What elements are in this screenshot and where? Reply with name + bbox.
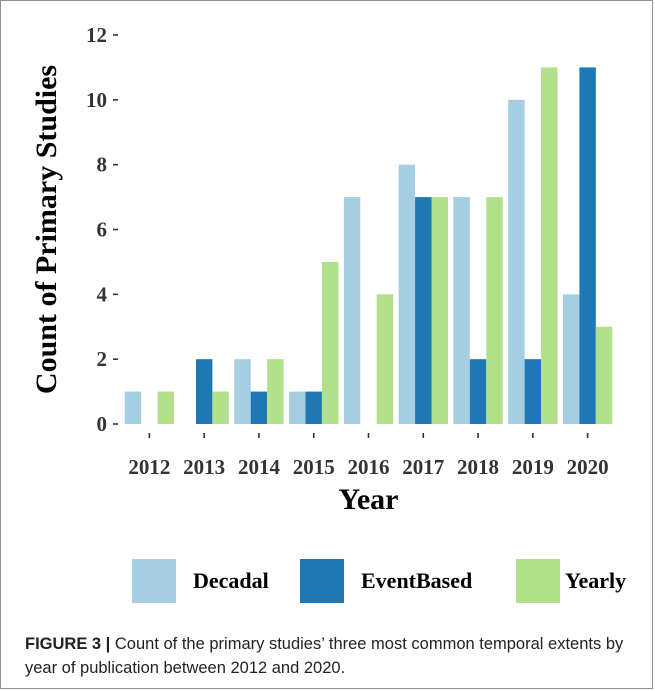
bar-decadal-2018 bbox=[453, 197, 470, 424]
x-tick-label: 2019 bbox=[512, 455, 554, 479]
y-tick-label: 10 bbox=[86, 88, 107, 112]
y-axis: 0 2 4 6 8 10 12 bbox=[86, 23, 118, 436]
bar-yearly-2014 bbox=[267, 359, 284, 424]
bar-decadal-2015 bbox=[289, 391, 306, 424]
y-axis-title: Count of Primary Studies bbox=[30, 65, 63, 394]
bar-eventbased-2017 bbox=[415, 197, 432, 424]
bar-eventbased-2020 bbox=[579, 67, 596, 425]
x-tick-label: 2018 bbox=[457, 455, 499, 479]
bar-eventbased-2019 bbox=[524, 359, 542, 424]
bar-decadal-2014 bbox=[234, 359, 251, 424]
x-tick-label: 2013 bbox=[183, 455, 225, 479]
figure-caption-text: Count of the primary studies’ three most… bbox=[25, 635, 624, 677]
x-tick-label: 2012 bbox=[128, 455, 170, 479]
bar-yearly-2019 bbox=[541, 67, 558, 425]
figure-label: FIGURE 3 | bbox=[25, 635, 111, 653]
bar-decadal-2012 bbox=[124, 391, 142, 424]
legend-key-yearly bbox=[516, 559, 560, 603]
x-tick-label: 2017 bbox=[402, 455, 444, 479]
x-tick-label: 2015 bbox=[293, 455, 335, 479]
bar-eventbased-2018 bbox=[469, 359, 487, 424]
bar-yearly-2016 bbox=[376, 294, 394, 424]
y-tick-label: 0 bbox=[97, 412, 108, 436]
legend-key-eventbased bbox=[300, 559, 344, 603]
legend-label-yearly: Yearly bbox=[565, 568, 626, 593]
x-axis: 2012 2013 2014 2015 2016 2017 2018 2019 2020 bbox=[128, 433, 609, 479]
bar-decadal-2016 bbox=[343, 197, 361, 424]
bar-decadal-2019 bbox=[508, 99, 525, 424]
figure-caption: FIGURE 3 | Count of the primary studies’… bbox=[25, 632, 635, 680]
x-tick-label: 2016 bbox=[348, 455, 390, 479]
y-tick-label: 8 bbox=[97, 153, 108, 177]
x-tick-label: 2020 bbox=[567, 455, 609, 479]
legend-label-decadal: Decadal bbox=[193, 568, 269, 593]
bar-decadal-2017 bbox=[398, 164, 416, 424]
legend-key-decadal bbox=[132, 559, 176, 603]
bar-yearly-2020 bbox=[595, 326, 613, 424]
bar-eventbased-2015 bbox=[305, 391, 322, 424]
legend-label-eventbased: EventBased bbox=[361, 568, 472, 593]
y-tick-label: 6 bbox=[97, 218, 108, 242]
y-tick-label: 4 bbox=[97, 282, 108, 306]
y-tick-label: 2 bbox=[97, 347, 108, 371]
x-axis-title: Year bbox=[339, 483, 399, 516]
bar-yearly-2012 bbox=[157, 391, 175, 424]
y-tick-label: 12 bbox=[86, 23, 107, 47]
bar-series-group bbox=[124, 67, 613, 425]
bar-yearly-2017 bbox=[431, 197, 448, 424]
bar-yearly-2018 bbox=[486, 197, 503, 424]
x-tick-label: 2014 bbox=[238, 455, 281, 479]
bar-decadal-2020 bbox=[562, 294, 580, 424]
bar-yearly-2015 bbox=[321, 261, 339, 424]
bar-eventbased-2013 bbox=[195, 359, 213, 424]
bar-yearly-2013 bbox=[212, 391, 229, 424]
legend: Decadal EventBased Yearly bbox=[132, 559, 626, 603]
bar-eventbased-2014 bbox=[250, 391, 268, 424]
